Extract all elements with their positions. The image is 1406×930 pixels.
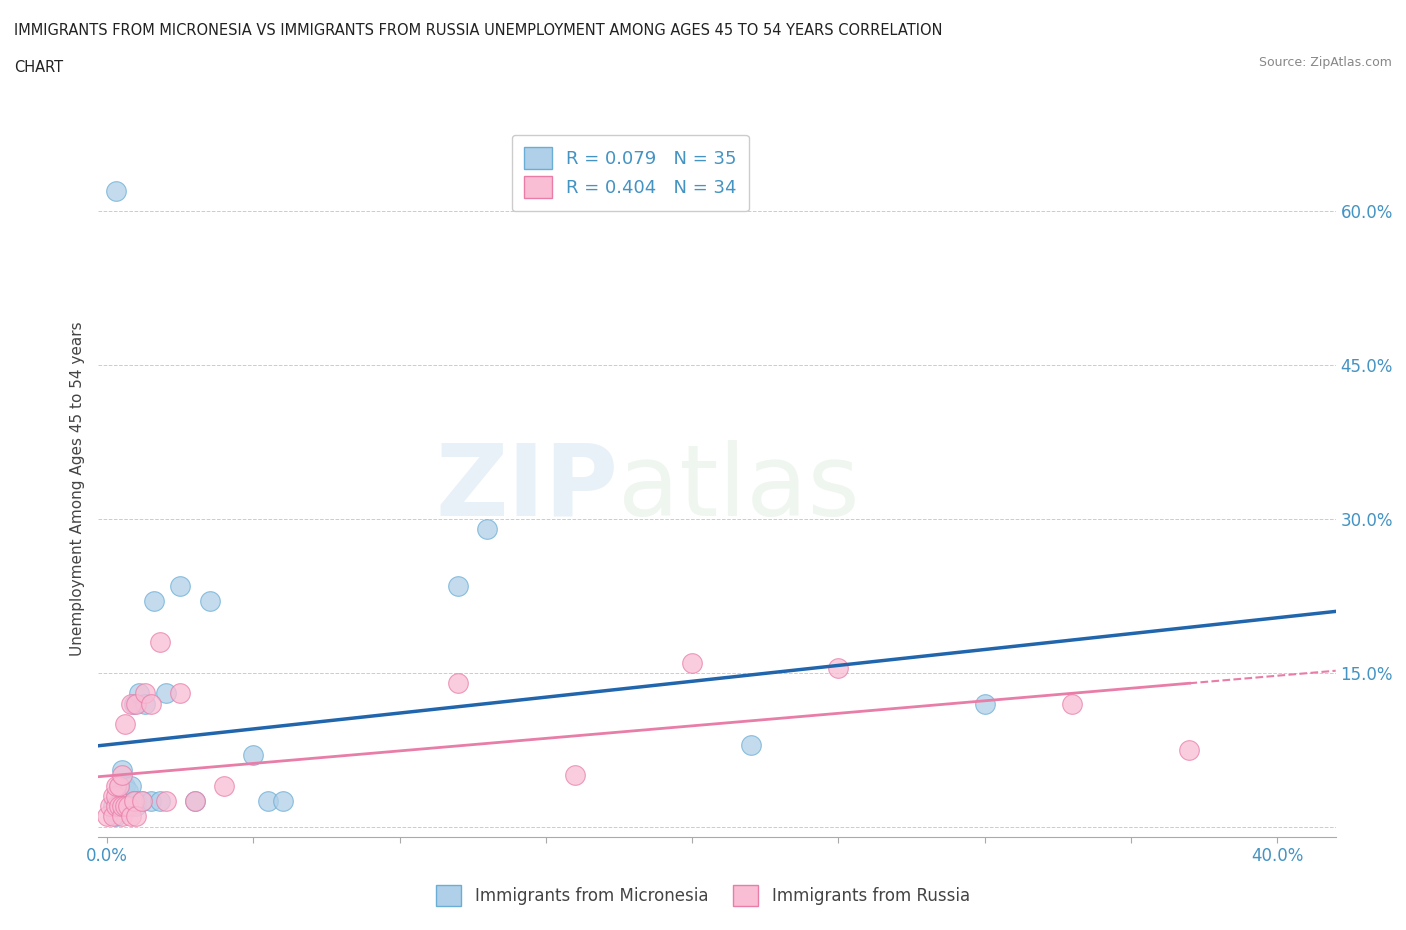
Point — [114, 778, 136, 793]
Point — [104, 778, 127, 793]
Point — [101, 799, 124, 814]
Point — [108, 799, 131, 814]
Point — [104, 809, 127, 824]
Point — [447, 676, 470, 691]
Point — [114, 799, 136, 814]
Point — [122, 793, 145, 808]
Point — [111, 799, 134, 814]
Text: Source: ZipAtlas.com: Source: ZipAtlas.com — [1258, 56, 1392, 69]
Point — [134, 686, 156, 701]
Point — [134, 697, 156, 711]
Point — [122, 697, 145, 711]
Y-axis label: Unemployment Among Ages 45 to 54 years: Unemployment Among Ages 45 to 54 years — [69, 321, 84, 656]
Point — [184, 793, 207, 808]
Point — [149, 634, 172, 649]
Point — [169, 686, 191, 701]
Point — [155, 686, 177, 701]
Point — [139, 793, 162, 808]
Point — [271, 793, 294, 808]
Point — [120, 809, 142, 824]
Point — [120, 697, 142, 711]
Point — [125, 799, 148, 814]
Point — [104, 183, 127, 198]
Point — [139, 697, 162, 711]
Point — [125, 697, 148, 711]
Point — [98, 799, 121, 814]
Point — [143, 593, 166, 608]
Point — [131, 793, 153, 808]
Point — [477, 522, 499, 537]
Point — [155, 793, 177, 808]
Point — [131, 793, 153, 808]
Point — [104, 799, 127, 814]
Text: ZIP: ZIP — [436, 440, 619, 537]
Point — [122, 793, 145, 808]
Point — [212, 778, 235, 793]
Point — [117, 799, 139, 814]
Point — [1062, 697, 1084, 711]
Point — [108, 778, 131, 793]
Point — [681, 656, 703, 671]
Point — [96, 809, 118, 824]
Point — [111, 809, 134, 824]
Point — [125, 809, 148, 824]
Point — [108, 799, 131, 814]
Text: IMMIGRANTS FROM MICRONESIA VS IMMIGRANTS FROM RUSSIA UNEMPLOYMENT AMONG AGES 45 : IMMIGRANTS FROM MICRONESIA VS IMMIGRANTS… — [14, 23, 942, 38]
Point — [114, 799, 136, 814]
Point — [564, 768, 586, 783]
Point — [149, 793, 172, 808]
Point — [184, 793, 207, 808]
Point — [973, 697, 995, 711]
Point — [125, 793, 148, 808]
Point — [242, 748, 264, 763]
Point — [740, 737, 762, 752]
Legend: R = 0.079   N = 35, R = 0.404   N = 34: R = 0.079 N = 35, R = 0.404 N = 34 — [512, 135, 749, 211]
Text: atlas: atlas — [619, 440, 859, 537]
Point — [108, 778, 131, 793]
Point — [120, 778, 142, 793]
Point — [117, 783, 139, 798]
Point — [827, 660, 849, 675]
Point — [128, 686, 150, 701]
Point — [101, 789, 124, 804]
Text: CHART: CHART — [14, 60, 63, 75]
Point — [111, 763, 134, 777]
Point — [1178, 742, 1201, 757]
Point — [104, 789, 127, 804]
Point — [111, 768, 134, 783]
Point — [447, 578, 470, 593]
Legend: Immigrants from Micronesia, Immigrants from Russia: Immigrants from Micronesia, Immigrants f… — [430, 879, 976, 912]
Point — [169, 578, 191, 593]
Point — [198, 593, 221, 608]
Point — [120, 799, 142, 814]
Point — [101, 809, 124, 824]
Point — [117, 799, 139, 814]
Point — [114, 717, 136, 732]
Point — [257, 793, 280, 808]
Point — [111, 789, 134, 804]
Point — [111, 799, 134, 814]
